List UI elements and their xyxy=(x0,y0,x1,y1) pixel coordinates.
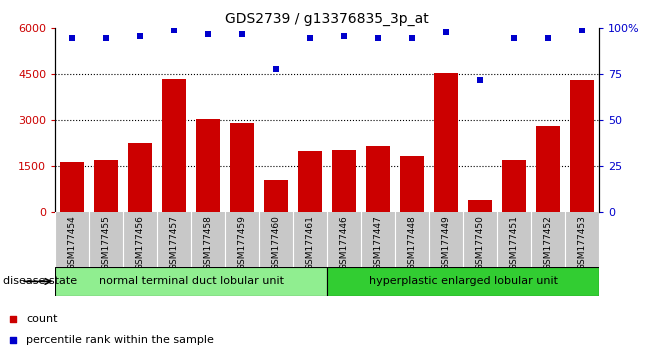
Text: GSM177446: GSM177446 xyxy=(340,215,349,270)
Point xyxy=(305,35,315,40)
Text: percentile rank within the sample: percentile rank within the sample xyxy=(26,335,214,345)
Bar xyxy=(197,119,220,212)
Bar xyxy=(502,160,526,212)
Point xyxy=(101,35,111,40)
Bar xyxy=(434,73,458,212)
Text: GSM177460: GSM177460 xyxy=(271,215,281,270)
Point xyxy=(67,35,77,40)
Text: GSM177461: GSM177461 xyxy=(305,215,314,270)
Text: GSM177453: GSM177453 xyxy=(577,215,587,270)
Point xyxy=(271,66,281,72)
Point xyxy=(223,37,234,42)
Point xyxy=(441,29,451,35)
Text: GSM177454: GSM177454 xyxy=(68,215,77,270)
Text: GSM177458: GSM177458 xyxy=(204,215,213,270)
Bar xyxy=(128,143,152,212)
Text: GSM177452: GSM177452 xyxy=(544,215,553,270)
Point xyxy=(543,35,553,40)
Bar xyxy=(298,151,322,212)
Bar xyxy=(468,200,492,212)
Text: GSM177451: GSM177451 xyxy=(510,215,518,270)
Bar xyxy=(264,180,288,212)
Bar xyxy=(570,80,594,212)
Point xyxy=(237,31,247,37)
Point xyxy=(509,35,519,40)
Bar xyxy=(400,156,424,212)
Text: GSM177457: GSM177457 xyxy=(170,215,179,270)
Bar xyxy=(94,160,118,212)
Text: GSM177448: GSM177448 xyxy=(408,215,417,270)
Point xyxy=(577,27,587,33)
Bar xyxy=(332,149,356,212)
Point xyxy=(475,77,485,83)
Bar xyxy=(367,147,390,212)
Text: GSM177456: GSM177456 xyxy=(136,215,145,270)
Point xyxy=(373,35,383,40)
Title: GDS2739 / g13376835_3p_at: GDS2739 / g13376835_3p_at xyxy=(225,12,429,26)
Bar xyxy=(327,267,599,296)
Bar xyxy=(61,162,84,212)
Point xyxy=(169,27,180,33)
Point xyxy=(407,35,417,40)
Text: hyperplastic enlarged lobular unit: hyperplastic enlarged lobular unit xyxy=(368,276,557,286)
Text: disease state: disease state xyxy=(3,276,77,286)
Text: GSM177450: GSM177450 xyxy=(475,215,484,270)
Bar xyxy=(536,126,560,212)
Text: GSM177449: GSM177449 xyxy=(441,215,450,270)
Text: GSM177447: GSM177447 xyxy=(374,215,383,270)
Point xyxy=(223,230,234,235)
Text: GSM177455: GSM177455 xyxy=(102,215,111,270)
Point xyxy=(203,31,214,37)
Bar xyxy=(162,79,186,212)
Point xyxy=(135,33,145,39)
Text: normal terminal duct lobular unit: normal terminal duct lobular unit xyxy=(99,276,284,286)
Bar xyxy=(55,267,327,296)
Point xyxy=(339,33,350,39)
Text: GSM177459: GSM177459 xyxy=(238,215,247,270)
Text: count: count xyxy=(26,314,57,324)
Bar xyxy=(230,124,254,212)
